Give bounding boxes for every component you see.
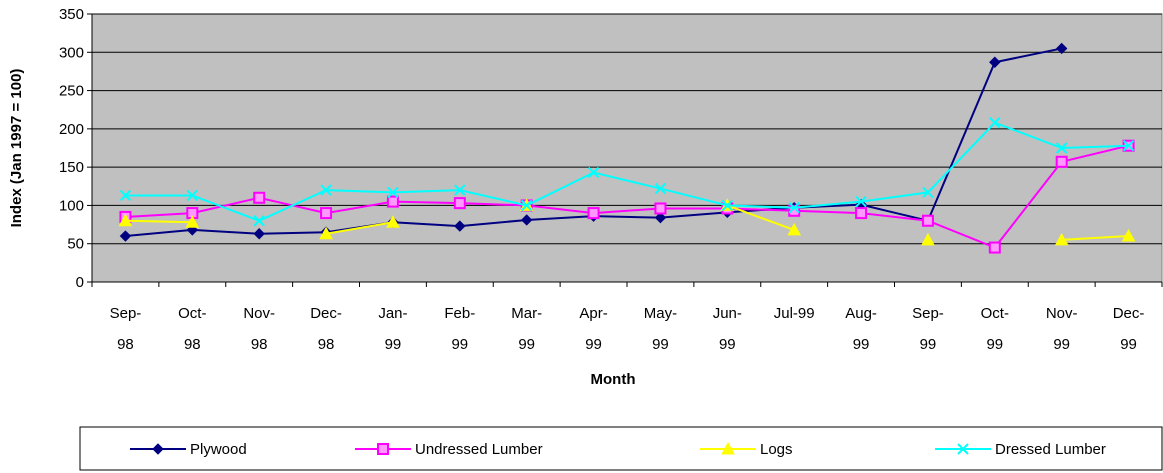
marker: [654, 182, 667, 195]
marker: [1055, 42, 1068, 55]
x-tick-label: Nov-98: [243, 305, 275, 353]
y-tick-label: 250: [59, 83, 84, 100]
x-tick-label: Jun-99: [713, 305, 742, 353]
marker: [387, 186, 399, 199]
legend-label: Plywood: [190, 441, 247, 458]
marker: [587, 207, 600, 220]
x-tick-label: Jan-99: [378, 305, 407, 353]
y-tick-label: 0: [76, 274, 84, 291]
legend-entry: Undressed Lumber: [355, 441, 543, 458]
legend-entry: Plywood: [130, 441, 247, 458]
marker: [654, 202, 667, 215]
marker: [454, 184, 466, 196]
marker: [520, 199, 533, 212]
legend-entry: Logs: [700, 441, 793, 458]
marker: [253, 215, 265, 227]
legend-label: Undressed Lumber: [415, 441, 543, 458]
marker: [922, 186, 934, 199]
marker: [253, 228, 265, 240]
marker: [454, 220, 466, 232]
x-tick-label: Oct-99: [981, 305, 1009, 353]
marker: [721, 199, 734, 212]
marker: [721, 441, 735, 455]
marker: [957, 443, 969, 455]
x-tick-label: Dec-98: [310, 305, 342, 353]
x-tick-label: Sep-99: [912, 305, 944, 353]
marker: [988, 241, 1001, 254]
legend-label: Logs: [760, 441, 793, 458]
series-line: [125, 121, 1129, 222]
marker: [377, 443, 389, 455]
marker: [319, 226, 333, 240]
plot-area: [91, 13, 1163, 283]
y-tick-label: 150: [59, 159, 84, 176]
marker: [787, 222, 802, 236]
marker: [186, 189, 199, 202]
x-tick-label: Apr-99: [579, 305, 607, 353]
x-tick-label: Jul-99: [774, 305, 815, 322]
marker: [386, 195, 399, 208]
y-tick-label: 200: [59, 121, 84, 138]
marker: [654, 211, 667, 224]
x-tick-label: Mar-99: [511, 305, 542, 353]
y-tick-label: 350: [59, 6, 84, 23]
marker: [119, 189, 132, 202]
marker: [1054, 232, 1069, 246]
marker: [320, 184, 332, 196]
marker: [788, 202, 800, 214]
marker: [185, 215, 200, 228]
x-tick-label: Feb-99: [444, 305, 475, 353]
x-tick-label: Nov-99: [1046, 305, 1078, 353]
marker: [152, 443, 164, 455]
x-tick-label: Dec-99: [1113, 305, 1145, 353]
marker: [119, 230, 132, 242]
marker: [989, 56, 1001, 68]
marker: [989, 117, 1001, 129]
marker: [855, 207, 868, 220]
x-tick-label: May-99: [644, 305, 677, 353]
legend-entry: Dressed Lumber: [935, 441, 1106, 458]
marker: [453, 197, 466, 210]
y-axis-title: Index (Jan 1997 = 100): [8, 69, 25, 228]
marker: [855, 195, 867, 208]
marker: [788, 204, 801, 217]
marker: [253, 191, 266, 204]
marker: [320, 207, 333, 220]
marker: [520, 214, 533, 226]
marker: [1122, 139, 1135, 152]
marker: [921, 214, 934, 227]
x-tick-label: Oct-98: [178, 305, 206, 353]
legend-label: Dressed Lumber: [995, 441, 1106, 458]
marker: [118, 213, 133, 227]
y-tick-label: 50: [67, 236, 84, 253]
marker: [1055, 155, 1068, 168]
marker: [1055, 142, 1068, 154]
series-line: [125, 204, 1129, 241]
y-tick-label: 100: [59, 197, 84, 214]
marker: [1121, 229, 1136, 242]
x-tick-label: Sep-98: [110, 305, 142, 353]
marker: [921, 232, 935, 246]
y-tick-label: 300: [59, 44, 84, 61]
marker: [587, 166, 600, 179]
x-axis-title: Month: [591, 371, 636, 388]
marker: [386, 215, 400, 228]
x-tick-label: Aug-99: [845, 305, 877, 353]
